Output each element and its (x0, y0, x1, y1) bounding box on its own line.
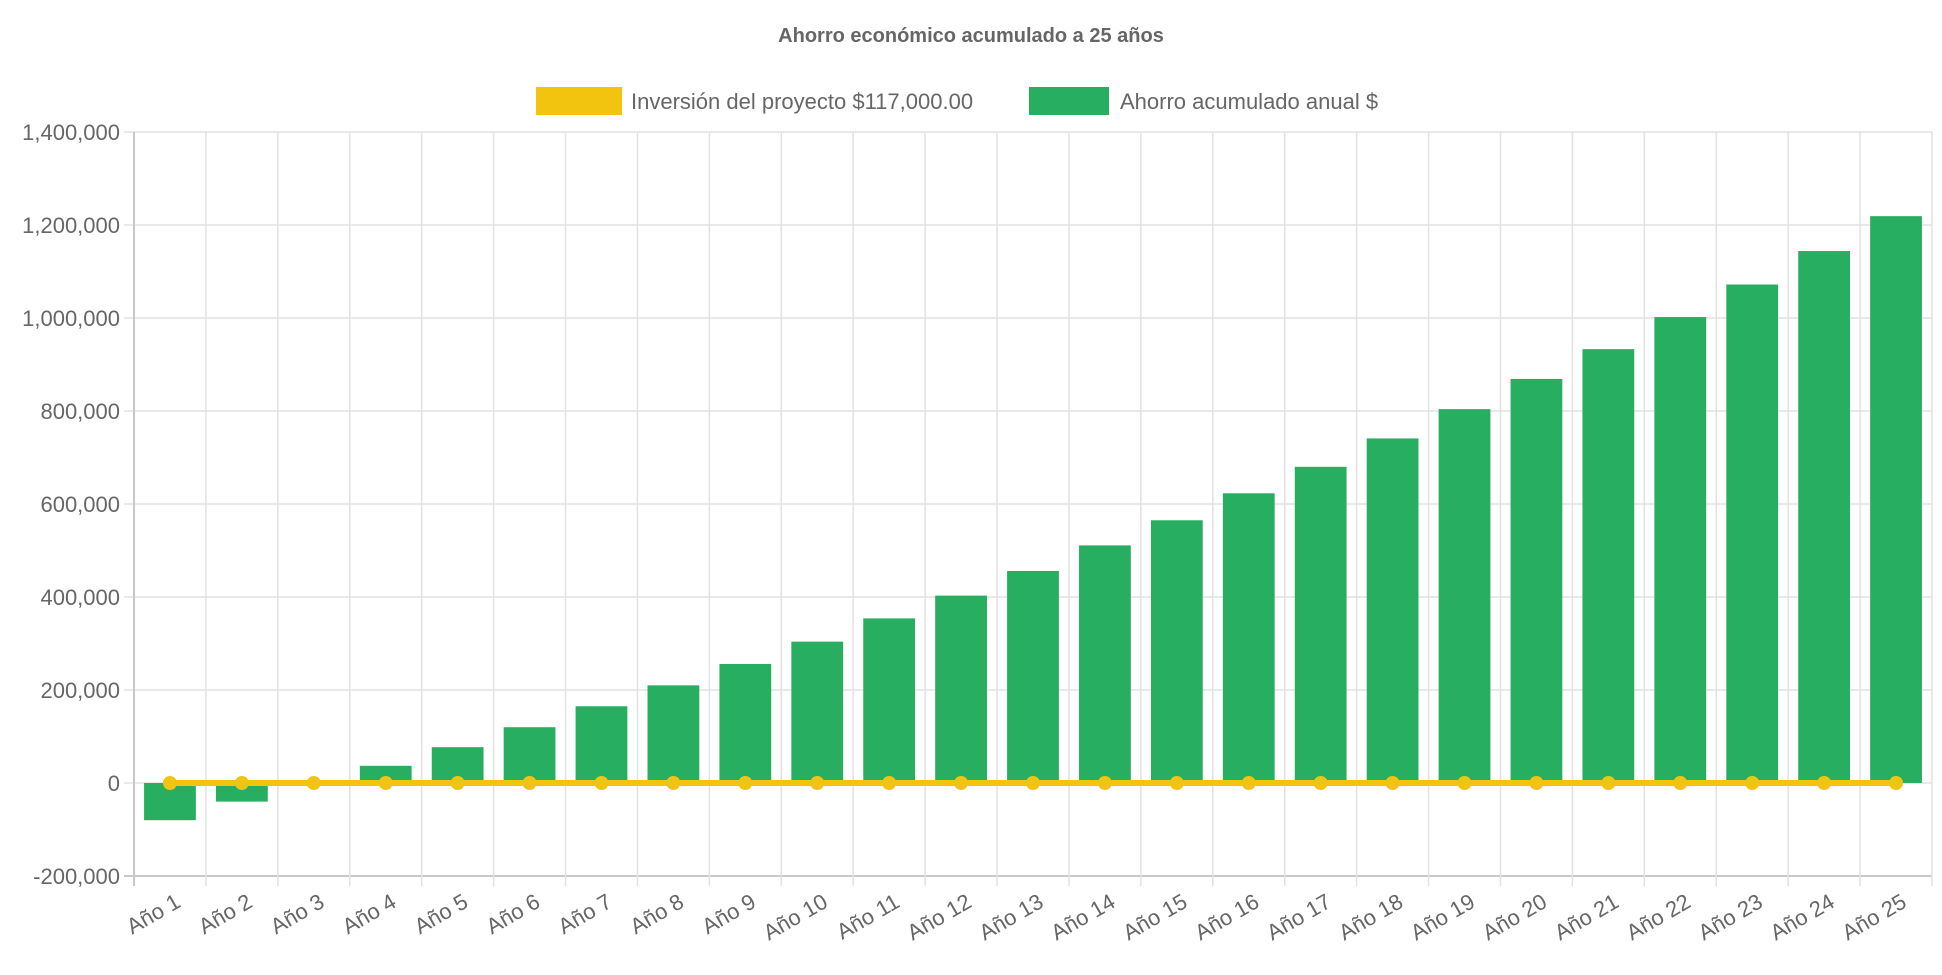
bar-año-8 (647, 685, 700, 783)
chart-title: Ahorro económico acumulado a 25 años (778, 25, 1164, 47)
bar-año-4 (359, 765, 412, 783)
bar-año-9 (719, 663, 772, 783)
bar-año-18 (1366, 438, 1419, 783)
line-point-9 (738, 776, 753, 790)
y-tick-label: 600,000 (40, 492, 120, 517)
x-tick-label: Año 23 (1694, 889, 1767, 946)
x-tick-label: Año 3 (266, 889, 328, 939)
bar-año-23 (1726, 284, 1779, 783)
x-tick-label: Año 14 (1047, 889, 1120, 946)
line-point-22 (1673, 776, 1688, 790)
line-point-21 (1601, 776, 1616, 790)
y-tick-label: 0 (108, 771, 120, 796)
bar-año-6 (503, 727, 556, 783)
bar-año-21 (1582, 349, 1635, 783)
bar-año-19 (1438, 409, 1491, 783)
x-tick-label: Año 7 (554, 889, 616, 939)
x-tick-label: Año 4 (338, 889, 400, 939)
y-tick-label: 1,200,000 (22, 213, 120, 238)
line-point-23 (1745, 776, 1760, 790)
bar-año-25 (1870, 216, 1922, 784)
line-point-7 (594, 776, 609, 790)
x-tick-label: Año 21 (1550, 889, 1623, 946)
line-series (162, 776, 1904, 790)
x-tick-label: Año 15 (1118, 889, 1191, 946)
line-point-12 (954, 776, 969, 790)
line-point-10 (810, 776, 825, 790)
line-point-24 (1817, 776, 1832, 790)
line-point-16 (1241, 776, 1256, 790)
bars (144, 216, 1922, 821)
line-point-20 (1529, 776, 1544, 790)
line-point-17 (1313, 776, 1328, 790)
line-point-25 (1889, 776, 1904, 790)
legend-label-ahorro[interactable]: Ahorro acumulado anual $ (1120, 89, 1378, 114)
x-tick-label: Año 10 (759, 889, 832, 946)
line-point-8 (666, 776, 681, 790)
x-tick-label: Año 12 (903, 889, 976, 946)
bar-año-13 (1007, 570, 1059, 783)
legend-swatch-inversion[interactable] (536, 87, 622, 115)
x-tick-label: Año 16 (1190, 889, 1263, 946)
x-tick-label: Año 9 (698, 889, 760, 939)
y-axis: -200,000 0 200,000 400,000 600,000 800,000 1,0… (22, 120, 120, 889)
legend-label-inversion[interactable]: Inversión del proyecto $117,000.00 (631, 89, 973, 114)
x-tick-label: Año 2 (194, 889, 256, 939)
bar-año-24 (1798, 251, 1851, 784)
line-point-6 (522, 776, 537, 790)
y-tick-label: 1,000,000 (22, 306, 120, 331)
line-point-18 (1385, 776, 1400, 790)
line-point-13 (1026, 776, 1040, 790)
bar-año-17 (1294, 466, 1347, 783)
x-tick-label: Año 20 (1478, 889, 1551, 946)
y-tick-label: 800,000 (40, 399, 120, 424)
y-tick-label: 1,400,000 (22, 120, 120, 145)
x-tick-label: Año 6 (482, 889, 544, 939)
bar-año-16 (1222, 493, 1275, 783)
bar-año-22 (1654, 317, 1707, 783)
line-point-5 (450, 776, 465, 790)
x-tick-label: Año 5 (410, 889, 472, 939)
bar-año-12 (935, 595, 987, 783)
x-tick-label: Año 25 (1838, 889, 1911, 946)
x-axis: Año 1 Año 2 Año 3 Año 4 Año 5 Año 6 Año 7 Año 8… (122, 889, 1910, 946)
grid (124, 131, 1933, 886)
x-tick-label: Año 1 (122, 889, 184, 939)
line-point-19 (1457, 776, 1472, 790)
x-tick-label: Año 11 (832, 889, 903, 945)
line-point-1 (162, 776, 177, 790)
line-point-2 (234, 776, 249, 790)
bar-año-11 (863, 618, 916, 783)
x-tick-label: Año 24 (1766, 889, 1839, 946)
bar-año-20 (1510, 378, 1563, 783)
x-tick-label: Año 8 (626, 889, 688, 939)
bar-año-14 (1079, 545, 1131, 783)
x-tick-label: Año 13 (975, 889, 1048, 946)
bar-año-2 (215, 783, 268, 802)
y-tick-label: -200,000 (33, 864, 120, 889)
y-tick-label: 400,000 (40, 585, 120, 610)
bar-año-7 (575, 706, 628, 783)
bar-año-15 (1150, 520, 1203, 783)
bar-año-10 (791, 641, 844, 783)
x-tick-label: Año 22 (1622, 889, 1695, 946)
x-tick-label: Año 18 (1334, 889, 1407, 946)
legend: Inversión del proyecto $117,000.00 Ahorr… (536, 87, 1378, 115)
x-tick-label: Año 19 (1406, 889, 1479, 946)
line-point-11 (882, 776, 897, 790)
line-point-3 (306, 776, 321, 790)
y-tick-label: 200,000 (40, 678, 120, 703)
line-point-4 (378, 776, 393, 790)
x-tick-label: Año 17 (1262, 889, 1335, 946)
line-point-15 (1169, 776, 1184, 790)
legend-swatch-ahorro[interactable] (1029, 87, 1109, 115)
line-point-14 (1097, 776, 1112, 790)
